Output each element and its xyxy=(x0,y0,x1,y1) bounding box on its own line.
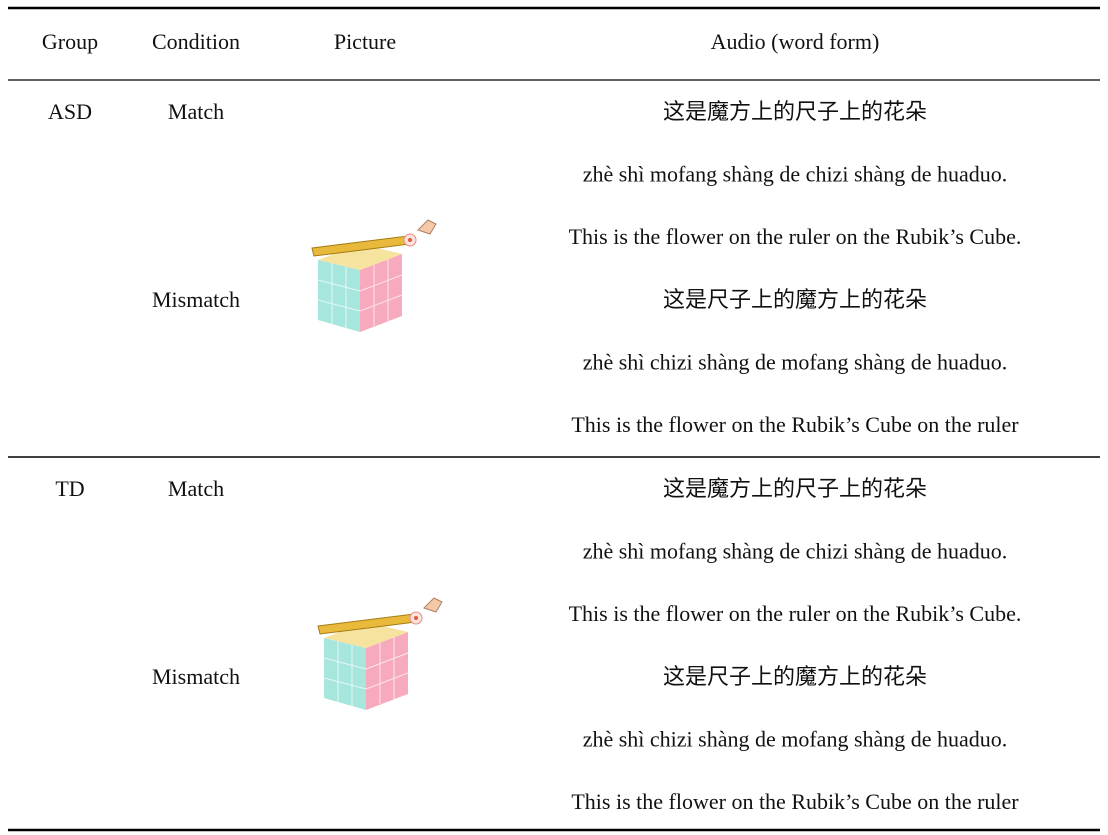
group-cell: TD xyxy=(55,476,84,501)
audio-line: This is the flower on the Rubik’s Cube o… xyxy=(571,412,1019,437)
audio-line: 这是魔方上的尺子上的花朵 xyxy=(663,476,927,501)
header-cell: Condition xyxy=(152,29,240,54)
audio-line: 这是魔方上的尺子上的花朵 xyxy=(663,99,927,124)
audio-line: zhè shì chizi shàng de mofang shàng de h… xyxy=(583,349,1008,374)
header-cell: Picture xyxy=(334,29,396,54)
audio-line: 这是尺子上的魔方上的花朵 xyxy=(663,664,927,689)
audio-line: This is the flower on the Rubik’s Cube o… xyxy=(571,789,1019,814)
audio-line: This is the flower on the ruler on the R… xyxy=(569,601,1022,626)
audio-line: This is the flower on the ruler on the R… xyxy=(569,224,1022,249)
header-cell: Audio (word form) xyxy=(711,29,880,54)
audio-line: zhè shì chizi shàng de mofang shàng de h… xyxy=(583,726,1008,751)
condition-cell: Mismatch xyxy=(152,664,240,689)
condition-cell: Match xyxy=(168,476,224,501)
condition-cell: Match xyxy=(168,99,224,124)
condition-cell: Mismatch xyxy=(152,287,240,312)
audio-line: zhè shì mofang shàng de chizi shàng de h… xyxy=(583,539,1008,564)
audio-line: 这是尺子上的魔方上的花朵 xyxy=(663,287,927,312)
group-cell: ASD xyxy=(48,99,92,124)
audio-line: zhè shì mofang shàng de chizi shàng de h… xyxy=(583,162,1008,187)
header-cell: Group xyxy=(42,29,98,54)
